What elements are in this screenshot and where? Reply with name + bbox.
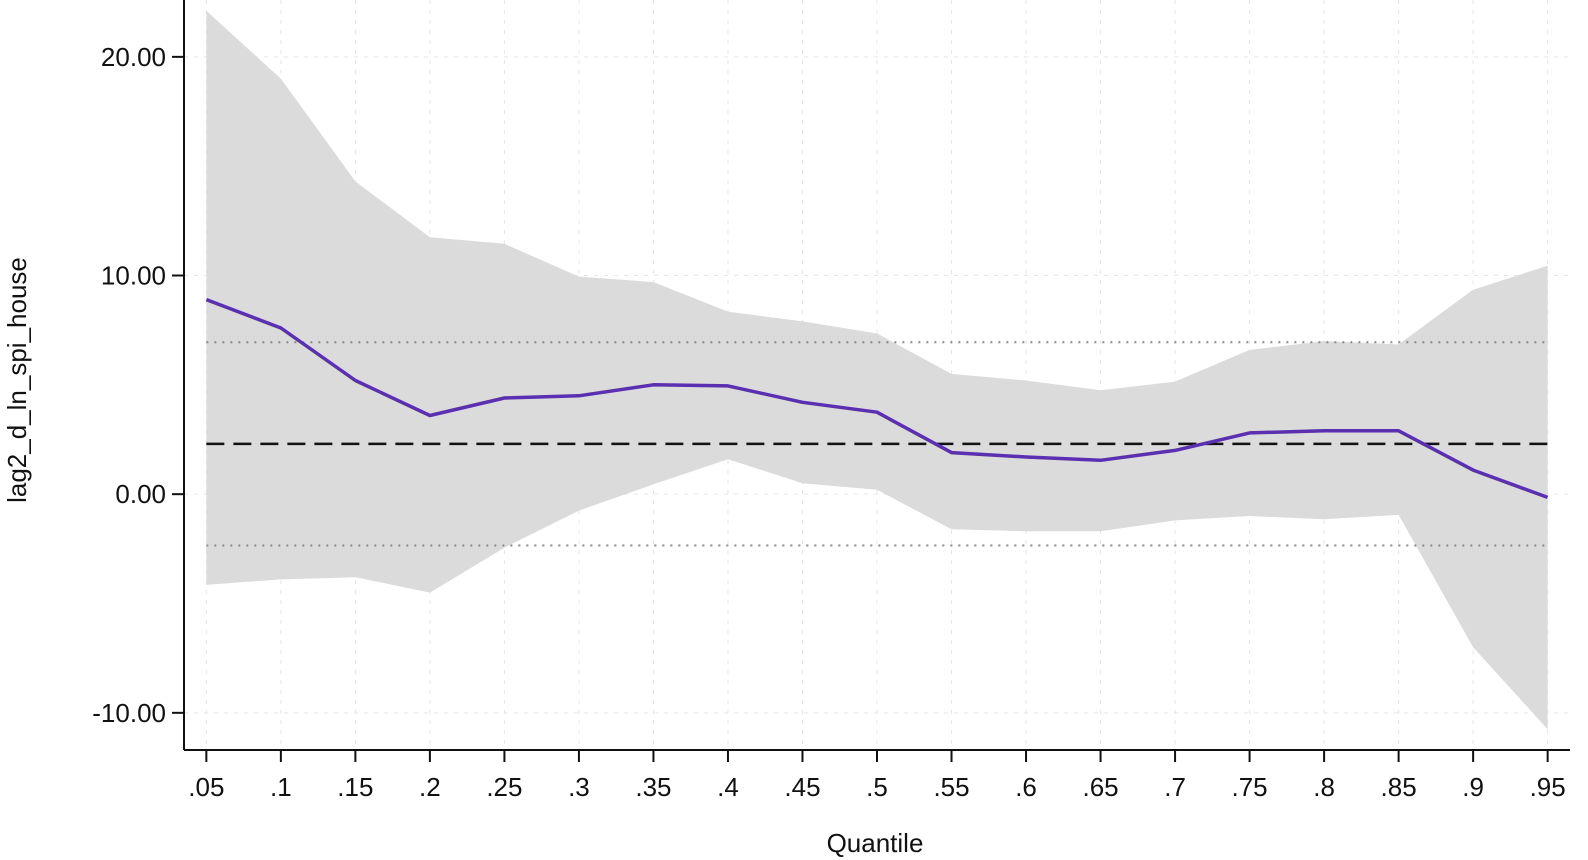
x-tick-label: .45 [784,772,820,802]
x-tick-label: .6 [1015,772,1037,802]
x-ticks-group: .05 .1 .15 .2 .25 .3 .35 .4 .45 .5 .55 .6 .65 .7 .75 .8… [188,750,1566,802]
x-tick-label: .95 [1530,772,1566,802]
x-tick-label: .75 [1232,772,1268,802]
x-tick-label: .35 [635,772,671,802]
x-tick-label: .65 [1082,772,1118,802]
confidence-band-group [206,10,1548,730]
x-tick-label: .25 [486,772,522,802]
x-tick-label: .3 [568,772,590,802]
x-tick-label: .4 [717,772,739,802]
y-tick-label: 20.00 [101,42,166,72]
x-tick-label: .15 [337,772,373,802]
reference-lines-group [206,341,1548,547]
x-tick-label: .05 [188,772,224,802]
x-tick-label: .1 [270,772,292,802]
y-tick-label: -10.00 [92,698,166,728]
x-tick-label: .9 [1462,772,1484,802]
y-tick-label: 0.00 [115,479,166,509]
y-ticks-group: -10.00 0.00 10.00 20.00 [92,42,184,728]
estimate-line-group [205,297,1549,500]
x-tick-label: .7 [1164,772,1186,802]
x-tick-label: .55 [933,772,969,802]
y-tick-label: 10.00 [101,261,166,291]
x-tick-label: .85 [1381,772,1417,802]
confidence-band [206,10,1548,730]
y-axis-title: lag2_d_ln_spi_house [2,257,32,503]
x-axis-title: Quantile [827,828,924,858]
x-tick-label: .2 [419,772,441,802]
x-tick-label: .5 [866,772,888,802]
x-tick-label: .8 [1313,772,1335,802]
